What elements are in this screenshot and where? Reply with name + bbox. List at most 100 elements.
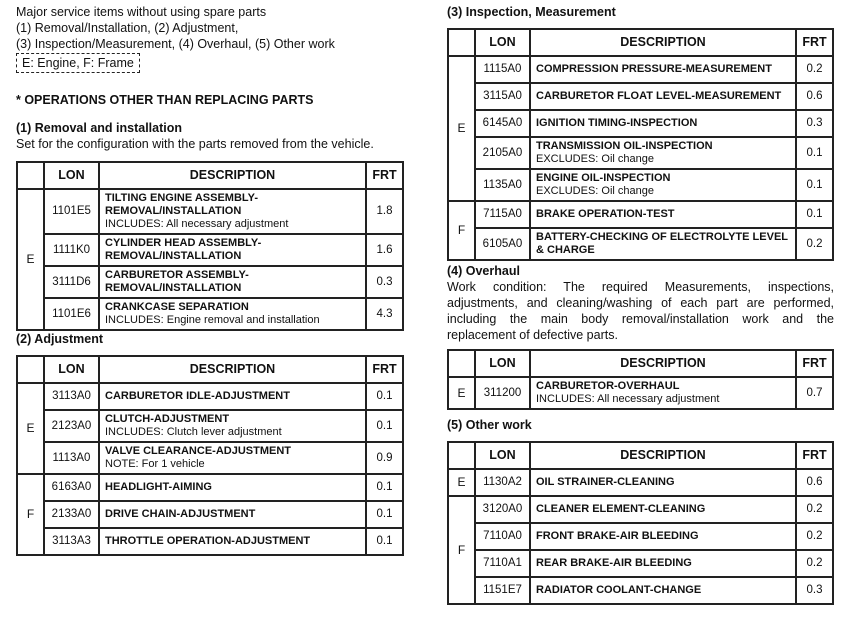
frt-cell: 0.1 (795, 136, 834, 170)
description-cell: DRIVE CHAIN-ADJUSTMENT (98, 500, 367, 529)
lon-cell: 1151E7 (474, 576, 531, 605)
section-4-table: LON DESCRIPTION FRT E 311200 CARBURETOR-OVERH… (447, 349, 834, 410)
description-cell: BATTERY-CHECKING OF ELECTROLYTE LEVEL & … (529, 227, 797, 261)
description-note: EXCLUDES: Oil change (536, 185, 654, 197)
description-cell: CLEANER ELEMENT-CLEANING (529, 495, 797, 524)
description-text: ENGINE OIL-INSPECTION (536, 172, 671, 184)
intro-line: Major service items without using spare … (16, 5, 267, 19)
header-description: DESCRIPTION (529, 28, 797, 57)
table-row: 1151E7 RADIATOR COOLANT-CHANGE 0.3 (448, 576, 834, 605)
description-note: INCLUDES: All necessary adjustment (105, 218, 289, 230)
frt-cell: 0.1 (795, 200, 834, 229)
table-row: F 6163A0 HEADLIGHT-AIMING 0.1 (16, 473, 404, 556)
header-row: LON DESCRIPTION FRT (447, 349, 834, 378)
description-text: CARBURETOR ASSEMBLY-REMOVAL/INSTALLATION (105, 269, 249, 294)
table-row: 7110A0 FRONT BRAKE-AIR BLEEDING 0.2 (448, 522, 834, 551)
lon-cell: 2123A0 (43, 409, 100, 443)
section-2-table: LON DESCRIPTION FRT E 3113A0 CARBURETOR IDLE-… (16, 355, 404, 556)
group-cell: F (447, 200, 476, 261)
lon-cell: 1135A0 (474, 168, 531, 202)
header-description: DESCRIPTION (529, 349, 797, 378)
lon-cell: 3113A3 (43, 527, 100, 556)
table-row: E 1101E5 TILTING ENGINE ASSEMBLY-REMOVAL/I… (16, 188, 404, 331)
description-text: FRONT BRAKE-AIR BLEEDING (536, 530, 699, 542)
section-4-title: (4) Overhaul (447, 264, 520, 278)
lon-cell: 3115A0 (474, 82, 531, 111)
table-row: 3115A0 CARBURETOR FLOAT LEVEL-MEASUREMENT… (448, 82, 834, 111)
section-3-table: LON DESCRIPTION FRT E 1115A0 COMPRESSION PRES… (447, 28, 834, 261)
lon-cell: 2105A0 (474, 136, 531, 170)
table-row: 6145A0 IGNITION TIMING-INSPECTION 0.3 (448, 109, 834, 138)
table-row: 3111D6 CARBURETOR ASSEMBLY-REMOVAL/INSTAL… (17, 265, 404, 299)
description-cell: CRANKCASE SEPARATION INCLUDES: Engine rem… (98, 297, 367, 331)
frt-cell: 0.2 (795, 55, 834, 84)
table-row: 1135A0 ENGINE OIL-INSPECTION EXCLUDES: Oil… (448, 168, 834, 202)
description-text: RADIATOR COOLANT-CHANGE (536, 584, 702, 596)
intro-line: (3) Inspection/Measurement, (4) Overhaul… (16, 37, 335, 51)
header-description: DESCRIPTION (529, 441, 797, 470)
description-cell: TILTING ENGINE ASSEMBLY-REMOVAL/INSTALLA… (98, 188, 367, 235)
frt-cell: 0.2 (795, 227, 834, 261)
lon-cell: 1111K0 (43, 233, 100, 267)
lon-cell: 7110A0 (474, 522, 531, 551)
frt-cell: 0.2 (795, 549, 834, 578)
header-lon: LON (43, 355, 100, 384)
header-frt: FRT (365, 355, 404, 384)
description-text: HEADLIGHT-AIMING (105, 481, 212, 493)
table-row: F 3120A0 CLEANER ELEMENT-CLEANING 0.2 (447, 495, 834, 605)
header-frt: FRT (795, 349, 834, 378)
header-description: DESCRIPTION (98, 161, 367, 190)
frt-cell: 0.2 (795, 495, 834, 524)
group-cell: E (447, 468, 476, 497)
table-row: 7110A1 REAR BRAKE-AIR BLEEDING 0.2 (448, 549, 834, 578)
section-1-text: Set for the configuration with the parts… (16, 137, 374, 151)
section-5-table: LON DESCRIPTION FRT E 1130A2 OIL STRAINER-CLE… (447, 441, 834, 605)
header-row: LON DESCRIPTION FRT (447, 441, 834, 470)
description-text: CARBURETOR FLOAT LEVEL-MEASUREMENT (536, 90, 782, 102)
description-cell: VALVE CLEARANCE-ADJUSTMENT NOTE: For 1 ve… (98, 441, 367, 475)
header-lon: LON (474, 441, 531, 470)
frt-cell: 0.1 (365, 409, 404, 443)
frt-cell: 0.1 (365, 382, 404, 411)
group-cell: F (16, 473, 45, 556)
description-text: BRAKE OPERATION-TEST (536, 208, 675, 220)
frt-cell: 0.7 (795, 376, 834, 410)
description-text: CARBURETOR IDLE-ADJUSTMENT (105, 390, 290, 402)
group-cell: E (16, 188, 45, 331)
frt-cell: 1.8 (365, 188, 404, 235)
frt-cell: 0.1 (795, 168, 834, 202)
description-text: OIL STRAINER-CLEANING (536, 476, 675, 488)
main-heading: * OPERATIONS OTHER THAN REPLACING PARTS (16, 93, 314, 107)
header-group (16, 161, 45, 190)
lon-cell: 3111D6 (43, 265, 100, 299)
description-text: IGNITION TIMING-INSPECTION (536, 117, 698, 129)
lon-cell: 6163A0 (43, 473, 100, 502)
description-cell: RADIATOR COOLANT-CHANGE (529, 576, 797, 605)
description-cell: CYLINDER HEAD ASSEMBLY-REMOVAL/INSTALLAT… (98, 233, 367, 267)
description-note: EXCLUDES: Oil change (536, 153, 654, 165)
group-cell: F (447, 495, 476, 605)
description-note: NOTE: For 1 vehicle (105, 458, 205, 470)
frt-cell: 1.6 (365, 233, 404, 267)
description-text: DRIVE CHAIN-ADJUSTMENT (105, 508, 256, 520)
description-text: CYLINDER HEAD ASSEMBLY-REMOVAL/INSTALLAT… (105, 237, 262, 262)
section-5-title: (5) Other work (447, 418, 532, 432)
table-row: E 3113A0 CARBURETOR IDLE-ADJUSTMENT 0.1 (16, 382, 404, 475)
lon-cell: 1113A0 (43, 441, 100, 475)
section-1-table: LON DESCRIPTION FRT E 1101E5 TILTING ENGINE A… (16, 161, 404, 331)
header-lon: LON (474, 28, 531, 57)
frt-cell: 0.1 (365, 527, 404, 556)
frt-cell: 0.9 (365, 441, 404, 475)
lon-cell: 7110A1 (474, 549, 531, 578)
description-cell: OIL STRAINER-CLEANING (529, 468, 797, 497)
description-text: REAR BRAKE-AIR BLEEDING (536, 557, 692, 569)
description-cell: IGNITION TIMING-INSPECTION (529, 109, 797, 138)
table-row: 1113A0 VALVE CLEARANCE-ADJUSTMENT NOTE: Fo… (17, 441, 404, 475)
lon-cell: 2133A0 (43, 500, 100, 529)
table-row: 6105A0 BATTERY-CHECKING OF ELECTROLYTE LE… (448, 227, 834, 261)
frt-cell: 0.3 (795, 576, 834, 605)
description-text: TRANSMISSION OIL-INSPECTION (536, 140, 713, 152)
lon-cell: 1115A0 (474, 55, 531, 84)
section-3-title: (3) Inspection, Measurement (447, 5, 616, 19)
lon-cell: 311200 (474, 376, 531, 410)
